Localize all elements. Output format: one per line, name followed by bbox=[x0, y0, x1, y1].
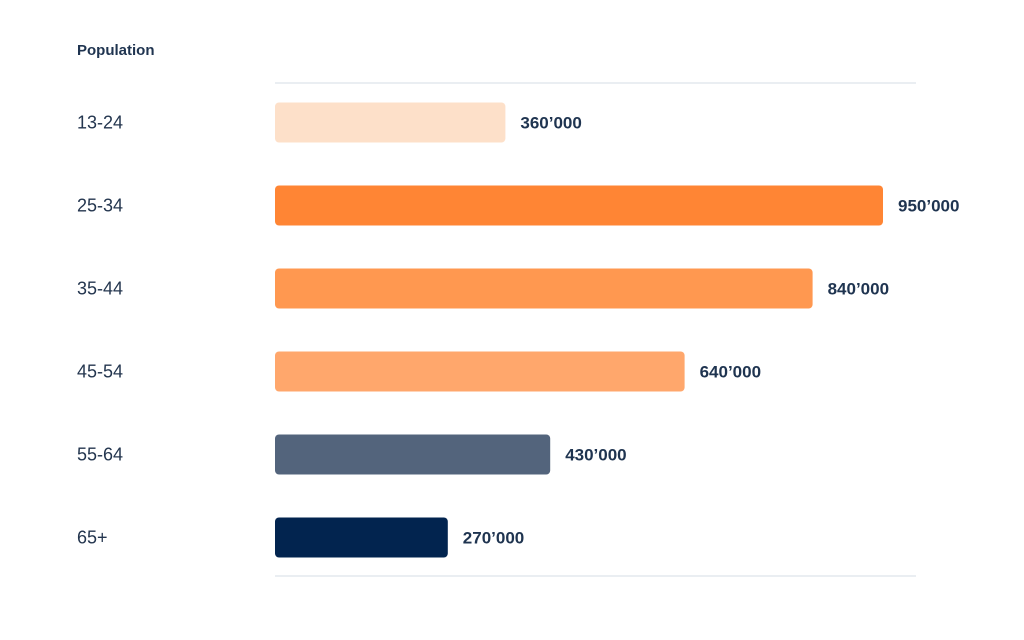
category-label: 55-64 bbox=[77, 445, 123, 465]
bar bbox=[275, 351, 685, 392]
category-label: 25-34 bbox=[77, 196, 123, 216]
value-label: 640’000 bbox=[700, 363, 761, 382]
chart-title: Population bbox=[77, 42, 155, 59]
value-label: 270’000 bbox=[463, 529, 524, 548]
bar bbox=[275, 268, 813, 309]
value-label: 840’000 bbox=[828, 280, 889, 299]
bar bbox=[275, 102, 506, 143]
value-label: 430’000 bbox=[565, 446, 626, 465]
value-label: 360’000 bbox=[520, 114, 581, 133]
bar bbox=[275, 434, 551, 475]
category-label: 35-44 bbox=[77, 279, 123, 299]
bar bbox=[275, 517, 448, 558]
bar bbox=[275, 185, 883, 226]
category-label: 65+ bbox=[77, 528, 108, 548]
category-label: 13-24 bbox=[77, 113, 123, 133]
value-label: 950’000 bbox=[898, 197, 959, 216]
bars-group: 13-24 360’000 25-34 950’000 35-44 840’000 45-5… bbox=[77, 102, 959, 558]
category-label: 45-54 bbox=[77, 362, 123, 382]
